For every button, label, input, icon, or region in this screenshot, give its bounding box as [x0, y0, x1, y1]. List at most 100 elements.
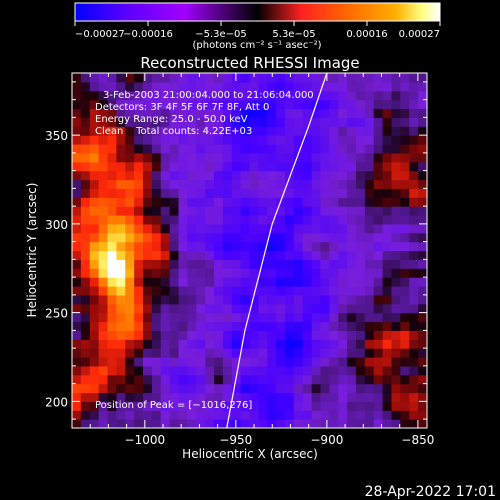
heatmap-cell: [400, 135, 410, 145]
heatmap-cell: [240, 392, 251, 402]
heatmap-cell: [311, 161, 322, 172]
heatmap-cell: [160, 161, 171, 172]
heatmap-cell: [196, 250, 206, 260]
heatmap-cell: [347, 250, 357, 260]
heatmap-cell: [267, 419, 277, 428]
heatmap-cell: [347, 410, 357, 420]
heatmap-cell: [134, 286, 144, 296]
heatmap-cell: [267, 215, 277, 225]
heatmap-cell: [107, 152, 117, 163]
heatmap-cell: [214, 161, 224, 172]
heatmap-cell: [409, 215, 419, 225]
heatmap-cell: [187, 286, 197, 296]
heatmap-cell: [231, 383, 242, 394]
heatmap-cell: [249, 197, 259, 207]
heatmap-cell: [391, 81, 401, 92]
heatmap-cell: [134, 419, 144, 428]
heatmap-cell: [293, 383, 304, 394]
heatmap-cell: [285, 303, 295, 314]
heatmap-cell: [320, 294, 330, 305]
heatmap-cell: [169, 108, 180, 118]
heatmap-cell: [214, 135, 224, 145]
heatmap-cell: [338, 188, 348, 198]
heatmap-cell: [231, 232, 242, 243]
heatmap-cell: [409, 126, 419, 136]
heatmap-cell: [293, 170, 304, 181]
heatmap-cell: [72, 223, 82, 234]
heatmap-cell: [80, 232, 91, 243]
heatmap-cell: [293, 179, 304, 189]
heatmap-cell: [151, 223, 162, 234]
heatmap-cell: [311, 144, 322, 154]
heatmap-cell: [267, 99, 277, 110]
heatmap-cell: [214, 374, 224, 385]
heatmap-cell: [293, 286, 304, 296]
heatmap-cell: [400, 197, 410, 207]
heatmap-cell: [400, 99, 410, 110]
heatmap-cell: [347, 206, 357, 216]
heatmap-cell: [320, 90, 330, 101]
heatmap-cell: [143, 321, 153, 331]
heatmap-cell: [400, 268, 410, 278]
heatmap-cell: [347, 117, 357, 127]
x-axis-label: Heliocentric X (arcsec): [182, 447, 318, 461]
heatmap-cell: [143, 277, 153, 287]
heatmap-cell: [98, 410, 109, 420]
heatmap-cell: [187, 250, 197, 260]
heatmap-cell: [356, 383, 366, 394]
heatmap-cell: [293, 339, 304, 349]
heatmap-cell: [302, 303, 313, 314]
heatmap-cell: [293, 126, 304, 136]
heatmap-cell: [116, 330, 126, 340]
heatmap-cell: [160, 197, 171, 207]
heatmap-cell: [214, 312, 224, 323]
heatmap-cell: [320, 241, 330, 252]
heatmap-cell: [116, 383, 126, 394]
heatmap-cell: [160, 401, 171, 411]
heatmap-cell: [116, 152, 126, 163]
heatmap-cell: [258, 321, 268, 331]
heatmap-cell: [72, 117, 82, 127]
heatmap-cell: [293, 99, 304, 110]
heatmap-cell: [293, 321, 304, 331]
heatmap-cell: [373, 374, 384, 385]
heatmap-cell: [80, 117, 91, 127]
heatmap-cell: [400, 179, 410, 189]
heatmap-cell: [382, 188, 393, 198]
heatmap-cell: [276, 152, 286, 163]
heatmap-cell: [364, 108, 375, 118]
heatmap-cell: [373, 259, 384, 269]
heatmap-cell: [187, 232, 197, 243]
heatmap-cell: [258, 348, 268, 358]
heatmap-cell: [267, 401, 277, 411]
heatmap-cell: [187, 392, 197, 402]
heatmap-cell: [258, 374, 268, 385]
heatmap-cell: [249, 215, 259, 225]
heatmap-cell: [373, 383, 384, 394]
heatmap-cell: [80, 161, 91, 172]
heatmap-cell: [249, 81, 259, 92]
heatmap-cell: [116, 99, 126, 110]
heatmap-cell: [143, 99, 153, 110]
heatmap-cell: [160, 419, 171, 428]
heatmap-cell: [196, 286, 206, 296]
heatmap-cell: [356, 348, 366, 358]
heatmap-cell: [373, 73, 384, 83]
heatmap-cell: [205, 206, 215, 216]
heatmap-cell: [89, 286, 100, 296]
heatmap-cell: [320, 357, 330, 367]
heatmap-cell: [169, 268, 180, 278]
heatmap-cell: [276, 348, 286, 358]
heatmap-cell: [258, 126, 268, 136]
heatmap-cell: [418, 321, 427, 331]
heatmap-cell: [205, 294, 215, 305]
heatmap-cell: [329, 383, 339, 394]
heatmap-cell: [418, 117, 427, 127]
heatmap-cell: [347, 383, 357, 394]
heatmap-cell: [418, 73, 427, 83]
heatmap-cell: [285, 392, 295, 402]
heatmap-cell: [80, 250, 91, 260]
heatmap-cell: [391, 410, 401, 420]
heatmap-cell: [400, 259, 410, 269]
heatmap-cell: [391, 286, 401, 296]
